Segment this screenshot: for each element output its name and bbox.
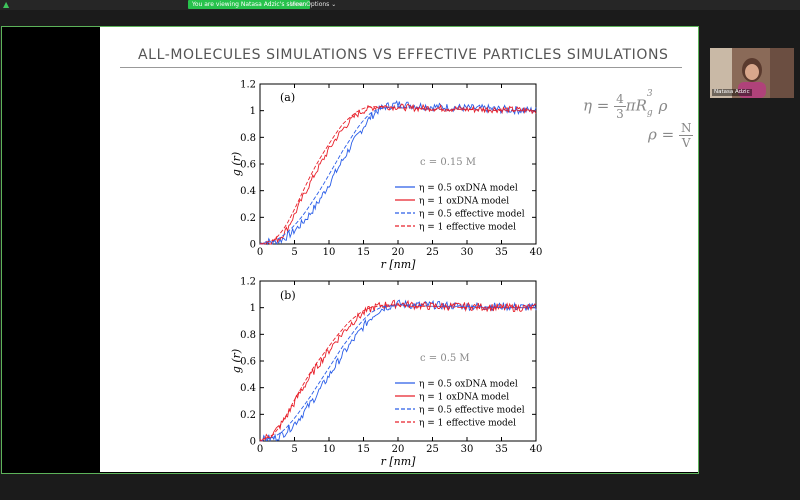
rho-fraction-denominator: V [681, 136, 691, 150]
panel-label-0: (a) [280, 91, 295, 104]
eta-equation-rhs: πR [625, 96, 647, 115]
panel-label-1: (b) [280, 289, 296, 302]
y-tick-label-0-5: 1 [250, 106, 256, 117]
y-axis-label-1: g (r) [230, 349, 243, 373]
y-tick-label-0-6: 1.2 [240, 80, 256, 91]
x-tick-label-0-1: 5 [291, 247, 297, 258]
rho-equation: ρ = N V [648, 121, 694, 150]
legend-label-0-0: η = 0.5 oxDNA model [419, 184, 518, 194]
legend-label-1-0: η = 0.5 oxDNA model [419, 380, 518, 390]
participant-video-tile[interactable]: Natasa Adzic [710, 48, 794, 98]
concentration-annotation-1: c = 0.5 M [420, 353, 470, 364]
x-tick-label-0-2: 10 [323, 247, 336, 258]
x-tick-label-0-7: 35 [495, 247, 508, 258]
title-divider [120, 67, 682, 68]
legend-label-1-2: η = 0.5 effective model [419, 406, 525, 416]
x-tick-label-1-8: 40 [530, 444, 543, 455]
y-tick-label-0-0: 0 [250, 240, 256, 251]
x-axis-label-1: r [nm] [381, 455, 417, 468]
eta-equation-tail: ρ [658, 96, 668, 115]
x-tick-label-0-5: 25 [426, 247, 439, 258]
y-tick-label-1-3: 0.6 [240, 357, 256, 368]
participants-panel [700, 26, 800, 474]
x-tick-label-0-0: 0 [257, 247, 263, 258]
eta-fraction-denominator: 3 [616, 107, 624, 121]
series-line-0-3 [259, 106, 536, 245]
y-tick-label-0-1: 0.2 [240, 213, 256, 224]
x-tick-label-1-0: 0 [257, 444, 263, 455]
x-tick-label-1-2: 10 [323, 444, 336, 455]
series-line-0-0 [259, 100, 537, 246]
eta-fraction-numerator: 4 [614, 92, 626, 107]
eta-subscript: g [646, 107, 653, 118]
legend-label-0-3: η = 1 effective model [419, 223, 516, 233]
eta-equation-lhs: η = [583, 96, 610, 115]
concentration-annotation-0: c = 0.15 M [420, 157, 476, 168]
rho-fraction-numerator: N [678, 121, 694, 136]
y-tick-label-1-5: 1 [250, 303, 256, 314]
y-tick-label-1-0: 0 [250, 437, 256, 448]
y-tick-label-1-2: 0.4 [240, 383, 256, 394]
rho-fraction: N V [678, 121, 694, 150]
series-line-1-3 [259, 304, 536, 442]
y-tick-label-1-1: 0.2 [240, 410, 256, 421]
shared-slide: ALL-MOLECULES SIMULATIONS VS EFFECTIVE P… [100, 27, 698, 472]
y-axis-label-0: g (r) [230, 152, 243, 176]
y-tick-label-0-4: 0.8 [240, 133, 256, 144]
y-tick-label-0-3: 0.6 [240, 160, 256, 171]
y-tick-label-0-2: 0.4 [240, 186, 256, 197]
x-axis-label-0: r [nm] [381, 258, 417, 271]
legend-label-1-3: η = 1 effective model [419, 419, 516, 429]
legend-label-0-2: η = 0.5 effective model [419, 210, 525, 220]
x-tick-label-1-3: 15 [357, 444, 370, 455]
eta-superscript: 3 [646, 88, 653, 99]
y-tick-label-1-6: 1.2 [240, 277, 256, 288]
participant-avatar [710, 48, 794, 98]
x-tick-label-0-8: 40 [530, 247, 543, 258]
x-tick-label-0-4: 20 [392, 247, 405, 258]
view-options-menu[interactable]: View Options ⌄ [290, 1, 337, 8]
bottom-toolbar-area [0, 474, 800, 500]
y-tick-label-1-4: 0.8 [240, 330, 256, 341]
viewing-screen-banner: You are viewing Natasa Adzic's screen [188, 0, 311, 9]
top-bar: ▲ You are viewing Natasa Adzic's screen … [0, 0, 800, 10]
slide-title: ALL-MOLECULES SIMULATIONS VS EFFECTIVE P… [138, 47, 669, 63]
legend-label-0-1: η = 1 oxDNA model [419, 197, 509, 207]
rho-equation-lhs: ρ = [648, 125, 675, 144]
x-tick-label-0-3: 15 [357, 247, 370, 258]
legend-label-1-1: η = 1 oxDNA model [419, 393, 509, 403]
x-tick-label-1-5: 25 [426, 444, 439, 455]
x-tick-label-1-7: 35 [495, 444, 508, 455]
participant-name: Natasa Adzic [712, 89, 752, 96]
x-tick-label-1-1: 5 [291, 444, 297, 455]
shield-icon[interactable]: ▲ [3, 0, 10, 9]
x-tick-label-0-6: 30 [461, 247, 474, 258]
x-tick-label-1-4: 20 [392, 444, 405, 455]
eta-fraction: 4 3 [614, 92, 626, 121]
eta-equation: η = 4 3 πRg 3 ρ [583, 88, 668, 122]
x-tick-label-1-6: 30 [461, 444, 474, 455]
